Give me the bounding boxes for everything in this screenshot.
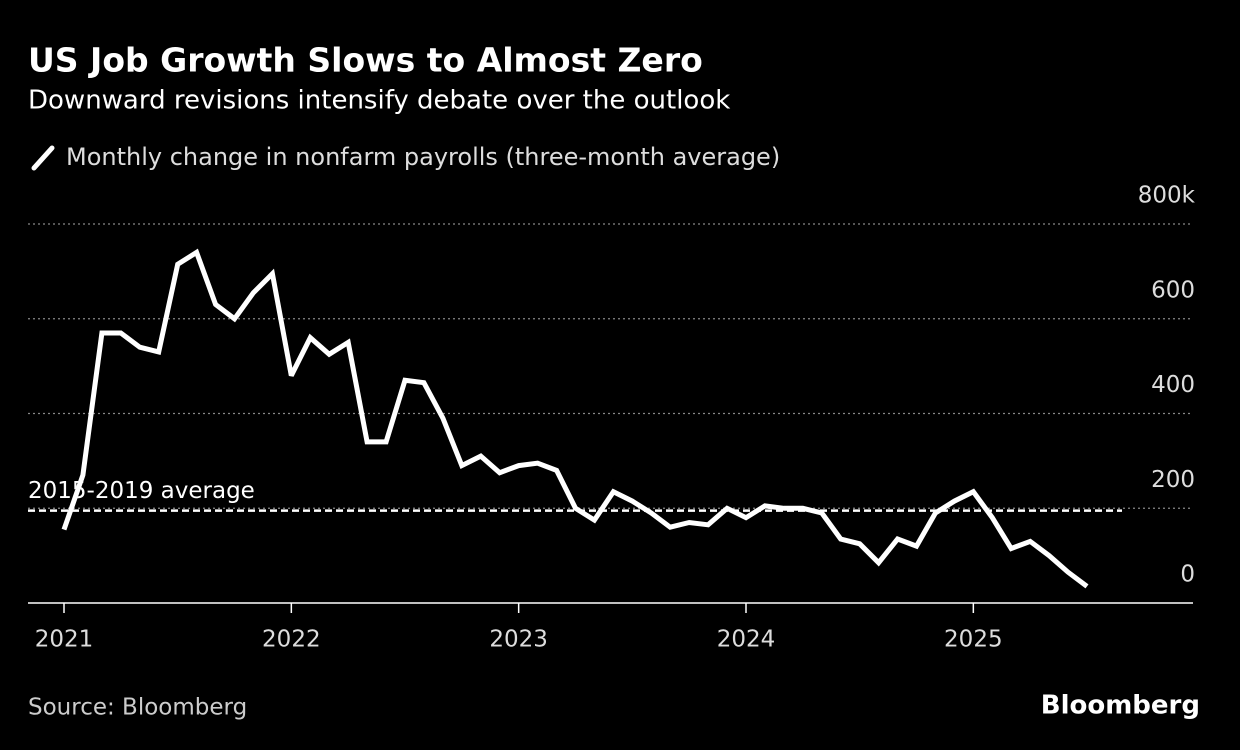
x-tick-label: 2023: [489, 627, 548, 653]
source: Source: Bloomberg: [28, 695, 247, 721]
brand: Bloomberg: [1041, 691, 1200, 721]
legend-swatch: [31, 145, 55, 171]
y-tick-label: 400: [1151, 372, 1195, 398]
reference-label: 2015-2019 average: [28, 478, 255, 504]
y-tick-label: 800k: [1138, 183, 1196, 209]
x-tick-label: 2021: [35, 627, 94, 653]
legend-label: Monthly change in nonfarm payrolls (thre…: [66, 143, 780, 171]
y-tick-label: 200: [1151, 467, 1195, 493]
chart-subtitle: Downward revisions intensify debate over…: [28, 86, 730, 116]
x-tick-label: 2024: [717, 627, 776, 653]
chart-title: US Job Growth Slows to Almost Zero: [28, 41, 703, 80]
x-tick-label: 2022: [262, 627, 321, 653]
series-line: [61, 248, 1089, 589]
y-tick-label: 600: [1151, 277, 1195, 303]
x-tick-label: 2025: [944, 627, 1003, 653]
y-tick-label: 0: [1180, 562, 1195, 588]
